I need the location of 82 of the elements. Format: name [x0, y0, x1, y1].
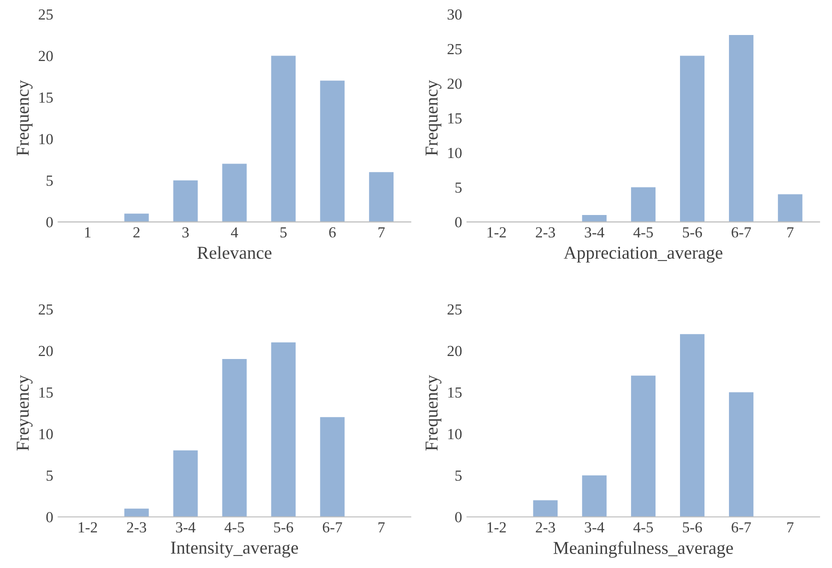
y-tick-label: 5 — [46, 470, 53, 481]
y-tick-label: 10 — [448, 428, 462, 440]
x-tick-label: 6-7 — [322, 522, 342, 532]
y-tick-label: 0 — [455, 512, 462, 522]
y-tick-label: 5 — [455, 182, 462, 193]
y-tick-label: 25 — [448, 304, 462, 315]
bar — [680, 334, 704, 517]
y-tick-label: 10 — [39, 428, 53, 440]
x-axis-title: Appreciation_average — [564, 246, 722, 263]
bar — [728, 34, 754, 222]
x-tick-label: 1-2 — [488, 227, 506, 238]
y-tick-label: 25 — [38, 304, 53, 315]
x-tick-label: 5-6 — [682, 227, 702, 238]
bar — [271, 56, 296, 222]
bar — [369, 172, 394, 222]
x-tick-label: 7 — [787, 522, 794, 532]
x-tick-label: 4-5 — [224, 522, 244, 532]
y-tick-label: 20 — [448, 346, 462, 356]
y-tick-label: 10 — [448, 148, 462, 158]
bar — [631, 376, 656, 517]
x-tick-label: 3-4 — [584, 227, 604, 238]
y-axis-title: Frequency — [426, 80, 442, 156]
x-tick-label: 7 — [378, 227, 385, 238]
y-tick-label: 20 — [38, 50, 53, 62]
x-tick-label: 2 — [133, 227, 140, 238]
x-tick-label: 5-6 — [274, 522, 294, 532]
bar — [778, 194, 802, 222]
x-tick-label: 1 — [85, 227, 91, 238]
x-tick-label: 3-4 — [176, 522, 196, 532]
x-tick-label: 7 — [787, 227, 794, 238]
y-tick-label: 20 — [448, 78, 462, 89]
x-tick-label: 4-5 — [633, 522, 653, 532]
bar — [222, 164, 247, 222]
bar — [124, 214, 149, 222]
y-tick-label: 0 — [46, 512, 53, 522]
y-tick-label: 25 — [38, 9, 53, 20]
y-tick-label: 20 — [38, 346, 53, 356]
bar — [680, 56, 704, 222]
x-tick-label: 3-4 — [584, 522, 604, 532]
y-tick-label: 15 — [39, 387, 53, 398]
y-tick-label: 25 — [448, 44, 462, 54]
y-tick-label: 10 — [39, 134, 53, 144]
y-axis-title: Frequency — [426, 374, 442, 451]
x-tick-label: 2-3 — [127, 522, 146, 532]
y-tick-label: 15 — [448, 113, 462, 124]
x-tick-label: 6-7 — [732, 227, 751, 238]
x-tick-label: 1-2 — [78, 522, 97, 532]
x-tick-label: 4 — [230, 227, 238, 238]
y-tick-label: 15 — [448, 387, 462, 398]
bar — [124, 508, 149, 517]
y-tick-label: 0 — [46, 217, 53, 228]
x-tick-label: 7 — [378, 522, 385, 532]
y-tick-label: 15 — [39, 92, 53, 103]
y-tick-label: 30 — [448, 9, 462, 20]
x-tick-label: 2-3 — [536, 522, 555, 532]
bar — [320, 417, 345, 517]
bar — [320, 80, 345, 222]
y-tick-label: 0 — [455, 217, 462, 228]
x-tick-label: 1-2 — [488, 522, 506, 532]
x-tick-label: 4-5 — [633, 227, 653, 238]
x-tick-label: 6-7 — [732, 522, 751, 532]
x-axis-title: Relevance — [197, 246, 272, 259]
bar — [631, 187, 656, 222]
bar — [582, 475, 607, 517]
y-tick-label: 5 — [46, 176, 53, 186]
y-axis-title: Frequency — [16, 80, 33, 156]
bar — [533, 500, 558, 517]
x-tick-label: 5 — [280, 227, 287, 238]
x-tick-label: 6 — [329, 227, 336, 238]
bar — [173, 450, 198, 517]
x-axis-title: Intensity_average — [170, 542, 298, 558]
x-tick-label: 3 — [182, 227, 189, 238]
y-tick-label: 5 — [455, 470, 462, 481]
bar — [728, 392, 754, 517]
x-tick-label: 5-6 — [682, 522, 702, 532]
bar — [222, 359, 247, 517]
bar — [271, 342, 296, 517]
y-axis-title: Freyuency — [16, 374, 33, 451]
bar — [173, 180, 198, 222]
x-axis-title: Meaningfulness_average — [554, 541, 733, 558]
bar — [582, 214, 607, 222]
x-tick-label: 2-3 — [536, 227, 555, 238]
